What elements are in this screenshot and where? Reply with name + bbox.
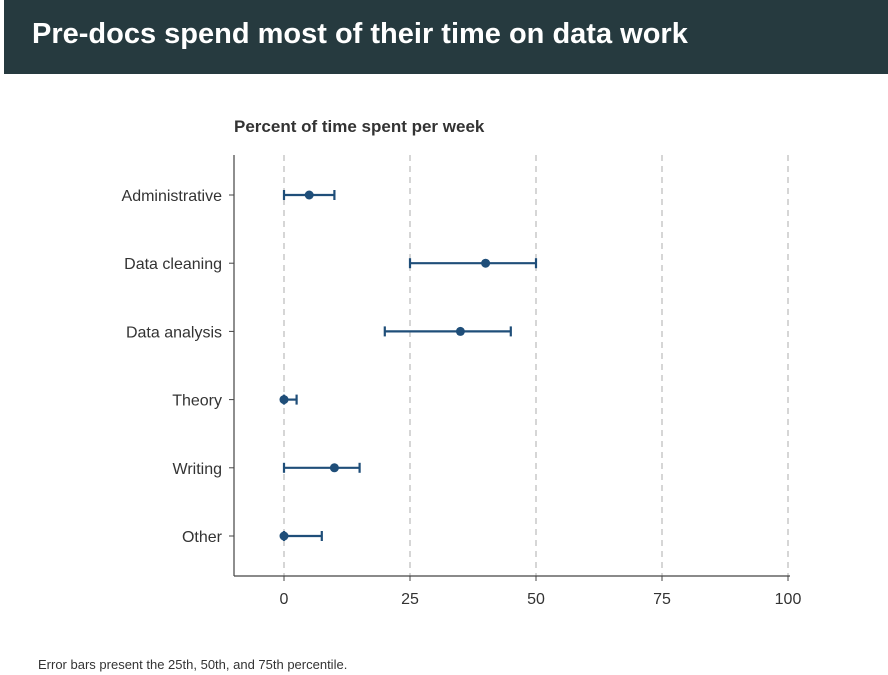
error-bar-administrative: [282, 190, 336, 200]
category-label-data-cleaning: Data cleaning: [124, 256, 222, 273]
x-tick-label-75: 75: [653, 591, 671, 608]
error-bar-data-cleaning: [408, 258, 538, 269]
x-tick-label-0: 0: [280, 591, 289, 608]
chart-title: Percent of time spent per week: [234, 117, 485, 136]
chart: Percent of time spent per week Administr…: [122, 117, 802, 608]
x-tick-label-25: 25: [401, 591, 419, 608]
error-bar-writing: [282, 462, 361, 473]
data-marks: [279, 190, 538, 541]
median-point-data-analysis: [455, 326, 465, 336]
x-tick-labels: 0 25 50 75 100: [280, 591, 802, 608]
page-title: Pre-docs spend most of their time on dat…: [32, 18, 688, 50]
header-bar: Pre-docs spend most of their time on dat…: [4, 0, 888, 74]
category-labels: Administrative Data cleaning Data analysis…: [122, 188, 223, 546]
error-bar-data-analysis: [383, 326, 512, 337]
x-tick-label-50: 50: [527, 591, 545, 608]
category-label-data-analysis: Data analysis: [126, 324, 222, 341]
footnote: Error bars present the 25th, 50th, and 7…: [38, 657, 348, 672]
median-point-writing: [329, 463, 339, 473]
error-bar-theory: [279, 394, 298, 405]
median-point-data-cleaning: [481, 258, 491, 268]
median-point-other: [279, 531, 289, 541]
x-tick-label-100: 100: [775, 591, 802, 608]
category-label-writing: Writing: [173, 461, 223, 478]
axes: [229, 155, 790, 581]
median-point-administrative: [304, 190, 314, 200]
category-label-other: Other: [182, 529, 223, 546]
category-label-theory: Theory: [172, 393, 222, 410]
gridlines: [283, 155, 789, 576]
category-label-administrative: Administrative: [122, 188, 223, 205]
median-point-theory: [279, 395, 289, 405]
error-bar-other: [279, 531, 323, 541]
